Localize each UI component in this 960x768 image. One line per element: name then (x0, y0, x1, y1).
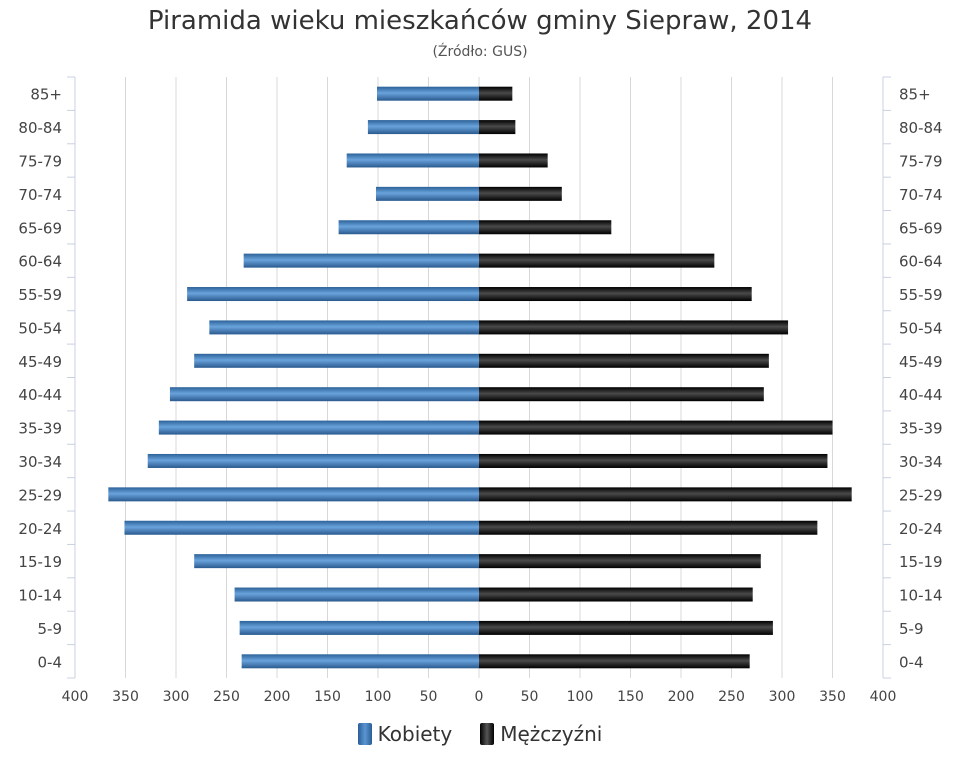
x-tick-label: 150 (314, 689, 341, 705)
y-tick-label-left: 50-54 (18, 319, 62, 337)
bar-mezczyzni (479, 220, 612, 235)
legend-item-mezczyzni[interactable]: Mężczyźni (480, 722, 602, 746)
bar-kobiety (346, 153, 479, 168)
y-tick-label-left: 80-84 (18, 119, 62, 137)
y-tick-label-right: 0-4 (899, 653, 924, 671)
y-tick-label-left: 75-79 (18, 152, 62, 170)
y-tick-label-right: 45-49 (899, 353, 943, 371)
y-tick-label-right: 60-64 (899, 253, 943, 271)
y-tick-label-right: 5-9 (899, 620, 924, 638)
x-tick-label: 200 (668, 689, 695, 705)
bar-mezczyzni (479, 153, 548, 168)
y-tick-label-left: 55-59 (18, 286, 62, 304)
bar-kobiety (194, 353, 479, 368)
y-tick-label-right: 75-79 (899, 152, 943, 170)
y-tick-label-left: 25-29 (18, 486, 62, 504)
y-tick-label-left: 70-74 (18, 186, 62, 204)
bar-mezczyzni (479, 387, 764, 402)
y-tick-label-right: 10-14 (899, 587, 943, 605)
bar-mezczyzni (479, 487, 852, 502)
x-tick-label: 100 (567, 689, 594, 705)
y-tick-label-right: 80-84 (899, 119, 943, 137)
y-tick-label-left: 40-44 (18, 386, 62, 404)
y-tick-label-right: 70-74 (899, 186, 943, 204)
x-tick-label: 50 (420, 689, 438, 705)
y-tick-label-right: 15-19 (899, 553, 943, 571)
bar-kobiety (194, 554, 479, 569)
bar-kobiety (367, 120, 479, 135)
chart-subtitle: (Źródło: GUS) (432, 44, 528, 60)
bar-mezczyzni (479, 287, 752, 302)
legend-swatch-kobiety (357, 723, 372, 745)
y-tick-label-right: 55-59 (899, 286, 943, 304)
bar-mezczyzni (479, 620, 773, 635)
legend-label-mezczyzni: Mężczyźni (500, 722, 603, 746)
bar-kobiety (239, 620, 479, 635)
x-tick-label: 250 (213, 689, 240, 705)
y-tick-label-left: 5-9 (38, 620, 63, 638)
bar-mezczyzni (479, 86, 513, 101)
bar-mezczyzni (479, 186, 562, 201)
y-tick-label-left: 85+ (30, 86, 62, 104)
y-tick-label-left: 20-24 (18, 520, 62, 538)
x-tick-label: 400 (62, 689, 89, 705)
bar-kobiety (169, 387, 479, 402)
x-tick-label: 350 (112, 689, 139, 705)
x-tick-label: 200 (264, 689, 291, 705)
bar-kobiety (124, 520, 480, 535)
x-tick-label: 350 (819, 689, 846, 705)
y-tick-label-right: 85+ (899, 86, 931, 104)
legend: Kobiety Mężczyźni (0, 722, 960, 746)
bar-kobiety (187, 287, 480, 302)
bar-mezczyzni (479, 420, 833, 435)
y-tick-label-left: 15-19 (18, 553, 62, 571)
bar-kobiety (108, 487, 479, 502)
y-tick-label-right: 20-24 (899, 520, 943, 538)
bar-mezczyzni (479, 520, 818, 535)
bar-kobiety (241, 654, 479, 669)
chart-title: Piramida wieku mieszkańców gminy Siepraw… (147, 6, 813, 36)
x-tick-label: 100 (365, 689, 392, 705)
y-tick-label-left: 0-4 (38, 653, 63, 671)
bar-kobiety (158, 420, 479, 435)
x-tick-label: 400 (870, 689, 897, 705)
y-tick-label-right: 30-34 (899, 453, 943, 471)
bar-kobiety (234, 587, 479, 602)
x-tick-label: 50 (521, 689, 539, 705)
bar-kobiety (375, 186, 479, 201)
y-tick-label-right: 50-54 (899, 319, 943, 337)
legend-item-kobiety[interactable]: Kobiety (357, 722, 453, 746)
legend-label-kobiety: Kobiety (377, 722, 453, 746)
y-tick-label-left: 35-39 (18, 420, 62, 438)
y-tick-label-right: 65-69 (899, 219, 943, 237)
bar-mezczyzni (479, 453, 828, 468)
y-tick-label-right: 40-44 (899, 386, 943, 404)
x-tick-label: 300 (769, 689, 796, 705)
y-tick-label-left: 30-34 (18, 453, 62, 471)
bar-mezczyzni (479, 587, 753, 602)
y-tick-label-left: 65-69 (18, 219, 62, 237)
x-tick-label: 0 (475, 689, 484, 705)
bar-kobiety (147, 453, 479, 468)
x-tick-label: 150 (617, 689, 644, 705)
y-tick-label-left: 45-49 (18, 353, 62, 371)
bar-mezczyzni (479, 320, 789, 335)
bar-mezczyzni (479, 654, 750, 669)
bar-mezczyzni (479, 353, 769, 368)
bar-mezczyzni (479, 554, 761, 569)
legend-swatch-mezczyzni (480, 723, 495, 745)
y-tick-label-right: 35-39 (899, 420, 943, 438)
y-tick-label-right: 25-29 (899, 486, 943, 504)
bar-mezczyzni (479, 253, 715, 268)
bar-mezczyzni (479, 120, 516, 135)
bar-kobiety (243, 253, 479, 268)
bar-kobiety (376, 86, 479, 101)
bar-kobiety (338, 220, 479, 235)
bar-kobiety (209, 320, 479, 335)
y-tick-label-left: 10-14 (18, 587, 62, 605)
x-tick-label: 300 (163, 689, 190, 705)
y-tick-label-left: 60-64 (18, 253, 62, 271)
x-tick-label: 250 (718, 689, 745, 705)
